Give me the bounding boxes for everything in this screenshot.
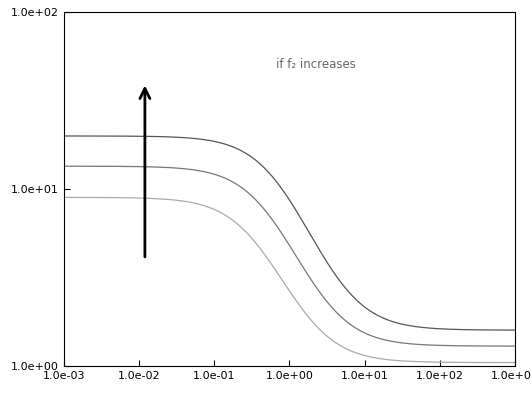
Text: if f₂ increases: if f₂ increases	[276, 58, 356, 71]
